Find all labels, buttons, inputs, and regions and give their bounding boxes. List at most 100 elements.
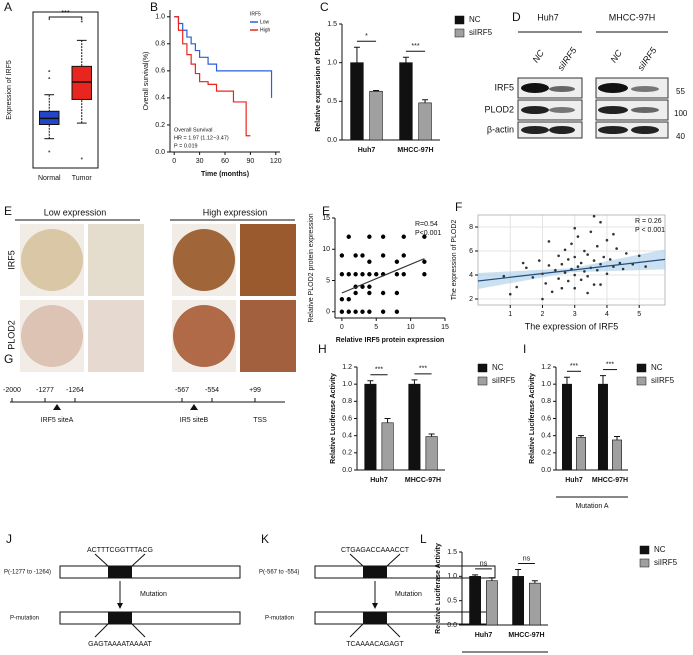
bar [369, 90, 383, 141]
point [367, 272, 372, 277]
y-tick-label: 15 [322, 215, 330, 222]
y-tick-label: 0.2 [342, 450, 352, 457]
annotation: HR = 1.97 (1.12~3.47) [174, 135, 229, 141]
annotation: R = 0.26 [635, 218, 662, 225]
position-tick [11, 398, 256, 402]
point [612, 232, 615, 236]
outlier [48, 77, 51, 80]
legend-label: siIRF5 [651, 376, 675, 385]
y-tick-label: 1.0 [541, 381, 551, 388]
point [566, 279, 570, 283]
cell-line: MHCC-97H [609, 12, 656, 22]
point [353, 290, 358, 296]
point [508, 292, 512, 296]
point [547, 240, 551, 243]
position-label: -1277 [36, 387, 54, 394]
y-tick-label: 0.5 [327, 98, 337, 105]
significance: *** [411, 43, 419, 50]
y-tick-label: 0.6 [155, 68, 165, 75]
error-bar [599, 375, 606, 385]
annotation: Overall Survival [174, 127, 213, 133]
y-tick-label: 0.4 [541, 433, 551, 440]
marker-label: 100 [674, 109, 688, 118]
promoter-box [59, 565, 241, 579]
point [637, 254, 641, 258]
lane-label: siIRF5 [635, 45, 659, 73]
panel-letter: E [4, 204, 12, 218]
point [401, 234, 406, 239]
arrow-label: Mutation [395, 591, 422, 598]
bar [418, 102, 432, 141]
point [541, 297, 544, 301]
y-tick-label: 0.5 [447, 598, 457, 605]
y-tick-label: 1.5 [447, 549, 457, 556]
marker-label: 40 [676, 132, 685, 141]
y-tick-label: 2 [469, 296, 473, 303]
point [537, 259, 541, 262]
bar [528, 582, 541, 626]
point [625, 252, 628, 255]
point [401, 272, 406, 277]
point [515, 285, 518, 289]
y-axis-label: Relative expression of PLOD2 [315, 32, 322, 132]
y-tick-label: 0.4 [155, 95, 165, 102]
x-axis-label: The expression of IRF5 [525, 321, 619, 331]
legend-label: High [260, 27, 271, 33]
row-label: PLOD2 [6, 320, 16, 350]
point [550, 290, 554, 294]
y-tick-label: 1.5 [327, 21, 337, 28]
connector [349, 553, 401, 567]
point [583, 249, 586, 253]
significance: *** [570, 363, 578, 370]
panel-letter: K [261, 532, 269, 546]
lane-label: NC [530, 48, 546, 65]
protein-label: IRF5 [494, 82, 514, 92]
x-tick-label: 5 [637, 311, 641, 318]
point [521, 261, 525, 265]
error-bar [353, 46, 360, 63]
point [592, 214, 596, 218]
y-tick-label: 0.6 [342, 415, 352, 422]
survival-curve [174, 16, 251, 137]
point [644, 265, 647, 268]
position-label: +99 [249, 387, 261, 394]
x-tick-label: MHCC-97H [397, 147, 433, 154]
x-axis-label: Time (months) [201, 171, 249, 178]
error-bar [578, 435, 585, 438]
point [566, 258, 570, 261]
connector [94, 553, 146, 567]
point [380, 309, 386, 314]
error-bar [614, 436, 621, 440]
significance-bracket [48, 16, 83, 20]
x-tick-label: Normal [38, 175, 61, 182]
y-tick-label: 0.0 [541, 467, 551, 474]
legend-swatch [477, 363, 488, 373]
site-label: IRF5 siteA [41, 417, 74, 424]
point [573, 286, 577, 290]
significance: *** [606, 361, 614, 368]
legend-label: siIRF5 [654, 558, 678, 567]
panel-letter: J [6, 532, 12, 546]
y-tick-label: 4 [469, 272, 473, 279]
y-tick-label: 1.0 [342, 381, 352, 388]
position-label: -2000 [3, 387, 21, 394]
point [346, 272, 351, 277]
column-label: Low expression [44, 207, 107, 217]
significance: * [365, 33, 368, 40]
x-tick-label: 3 [573, 311, 577, 318]
outlier [80, 20, 83, 23]
y-axis-label: Relative PLOD2 protein expression [308, 213, 315, 322]
y-tick-label: 0.6 [541, 415, 551, 422]
site-box [108, 612, 132, 624]
error-bar [488, 577, 495, 581]
y-tick-label: 1.0 [155, 14, 165, 21]
point [353, 272, 358, 277]
error-bar [472, 574, 479, 577]
point [339, 309, 345, 314]
x-tick-label: MHCC-97H [508, 632, 544, 639]
y-tick-label: 5 [326, 277, 330, 284]
legend-label: siIRF5 [469, 28, 493, 37]
promoter-box [59, 611, 241, 625]
annotation: P<0.001 [415, 230, 441, 237]
point [339, 297, 345, 302]
